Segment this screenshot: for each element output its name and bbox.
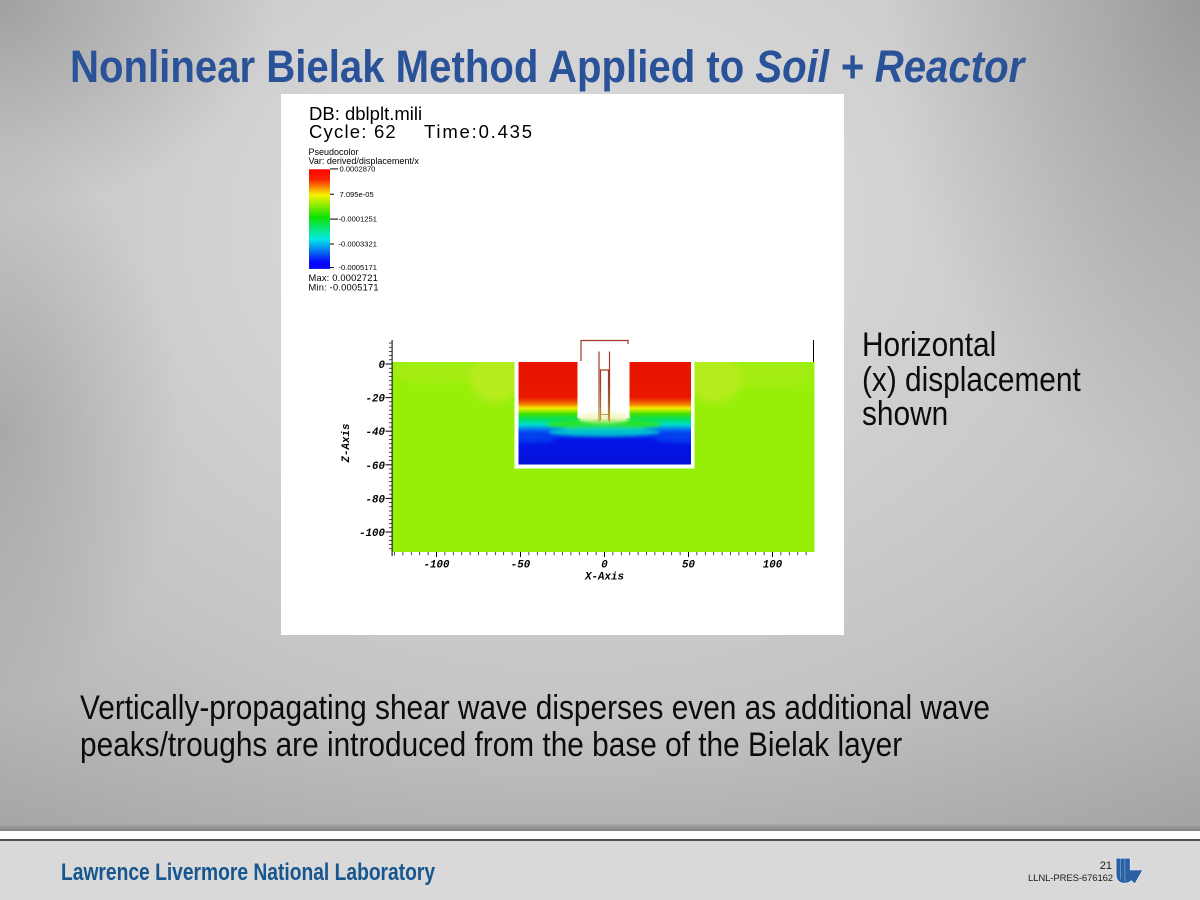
svg-text:100: 100 xyxy=(763,560,783,572)
svg-text:-20: -20 xyxy=(366,394,386,406)
svg-text:7.095e-05: 7.095e-05 xyxy=(340,190,374,199)
svg-text:Min: -0.0005171: Min: -0.0005171 xyxy=(309,283,379,293)
svg-text:-40: -40 xyxy=(366,427,386,439)
svg-text:Z-Axis: Z-Axis xyxy=(341,424,353,464)
svg-text:Cycle: 62: Cycle: 62 xyxy=(309,121,397,142)
svg-text:-0.0005171: -0.0005171 xyxy=(339,263,377,272)
svg-text:0.0002870: 0.0002870 xyxy=(340,165,376,174)
svg-text:DB: dblplt.mili: DB: dblplt.mili xyxy=(309,103,422,124)
svg-text:50: 50 xyxy=(682,560,695,572)
svg-text:Max: 0.0002721: Max: 0.0002721 xyxy=(309,273,378,283)
svg-text:-0.0003321: -0.0003321 xyxy=(339,240,377,249)
svg-text:-100: -100 xyxy=(424,560,450,572)
svg-text:Var: derived/displacement/x: Var: derived/displacement/x xyxy=(309,156,420,166)
svg-text:0: 0 xyxy=(379,360,386,372)
svg-text:X-Axis: X-Axis xyxy=(584,572,624,584)
svg-text:-0.0001251: -0.0001251 xyxy=(339,215,377,224)
svg-text:Time:0.435: Time:0.435 xyxy=(424,121,534,142)
svg-text:-100: -100 xyxy=(359,528,385,540)
svg-text:Pseudocolor: Pseudocolor xyxy=(309,147,359,157)
svg-text:-50: -50 xyxy=(511,560,531,572)
svg-text:-60: -60 xyxy=(366,461,386,473)
svg-text:0: 0 xyxy=(601,560,608,572)
svg-text:-80: -80 xyxy=(366,494,386,506)
